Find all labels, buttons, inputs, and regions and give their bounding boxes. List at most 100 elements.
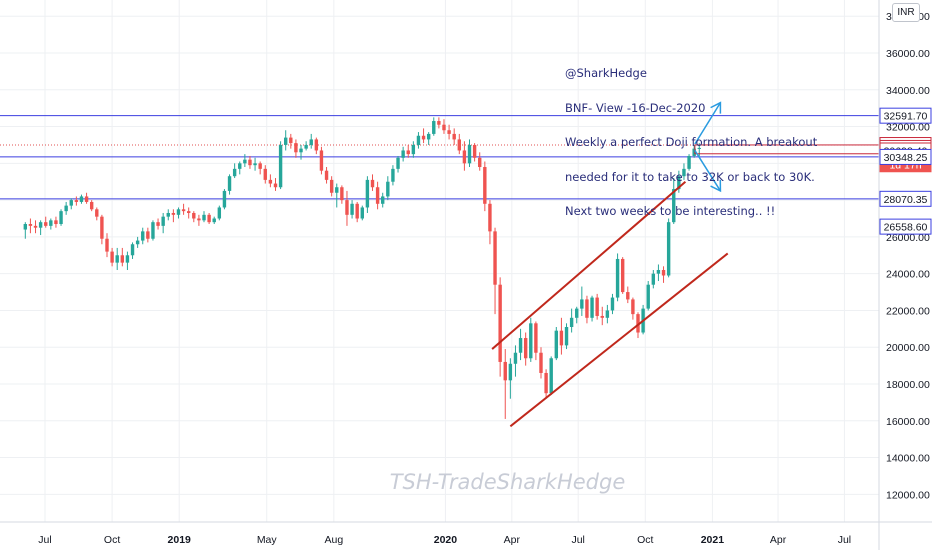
candle-body <box>202 214 206 221</box>
candle-body <box>559 330 564 346</box>
candle-body <box>192 212 196 219</box>
price-label-box <box>879 190 932 207</box>
price-labels: 32591.7030995.2030836.5530698.401d 17h30… <box>879 107 932 235</box>
price-label-box <box>879 148 932 165</box>
candle-body <box>518 338 523 353</box>
annotation-line: @SharkHedge <box>565 66 647 80</box>
x-tick-label: 2020 <box>434 534 458 546</box>
candle-body <box>355 203 359 219</box>
candle-body <box>513 352 518 364</box>
candle-body <box>253 163 257 166</box>
channel-trend-line <box>509 252 729 428</box>
candle-body <box>135 240 140 245</box>
candle-body <box>197 218 201 221</box>
candle-body <box>575 308 579 318</box>
candle-body <box>49 220 53 226</box>
candle-body <box>569 317 574 327</box>
candle-body <box>115 255 119 263</box>
candle-body <box>488 203 492 232</box>
candle-body <box>212 218 216 223</box>
candle-body <box>467 144 472 164</box>
candle-body <box>268 179 273 184</box>
candle-body <box>273 183 278 188</box>
currency-badge[interactable]: INR <box>892 3 920 22</box>
candle-body <box>289 137 293 144</box>
candle-body <box>309 139 313 145</box>
candle-body <box>672 189 676 223</box>
candle-body <box>89 201 94 210</box>
candle-body <box>595 297 599 316</box>
x-tick-label: Jul <box>38 534 51 546</box>
candle-body <box>457 139 461 151</box>
y-tick-label: 22000.00 <box>886 305 930 317</box>
x-tick-label: Jul <box>838 534 851 546</box>
candle-body <box>636 314 640 333</box>
candle-body <box>416 135 421 145</box>
candle-body <box>105 238 109 252</box>
candle-body <box>33 225 38 228</box>
candle-body <box>222 190 227 208</box>
candle-body <box>248 159 252 166</box>
candle-body <box>677 176 681 190</box>
candle-body <box>437 121 441 125</box>
candle-body <box>156 222 160 226</box>
candle-body <box>141 231 145 241</box>
candle-body <box>432 121 436 134</box>
candle-body <box>544 372 548 394</box>
candle-body <box>375 187 380 204</box>
candle-body <box>181 209 186 212</box>
candle-body <box>447 130 451 134</box>
price-axis-background <box>879 0 932 550</box>
candle-body <box>100 216 104 239</box>
candle-body <box>661 269 666 276</box>
candle-body <box>360 207 364 219</box>
annotation-line: BNF- View -16-Dec-2020 <box>565 100 706 115</box>
candle-body <box>74 200 79 202</box>
y-tick-label: 24000.00 <box>886 269 930 281</box>
annotation-line: Weekly a perfect Doji formation. A break… <box>565 135 818 149</box>
candle-body <box>381 196 385 204</box>
candle-body <box>232 168 237 177</box>
x-tick-label: Oct <box>637 534 653 546</box>
candle-body <box>335 187 339 193</box>
arrow-shaft <box>694 150 722 192</box>
candle-body <box>564 326 569 346</box>
x-tick-label: 2019 <box>168 534 192 546</box>
candle-body <box>386 181 390 197</box>
candle-body <box>426 133 431 140</box>
candle-body <box>620 258 625 293</box>
y-tick-label: 20000.00 <box>886 342 930 354</box>
x-tick-label: Oct <box>104 534 120 546</box>
candle-body <box>605 310 610 318</box>
candle-body <box>146 231 150 239</box>
y-tick-label: 36000.00 <box>886 48 930 60</box>
candle-body <box>391 168 395 182</box>
x-tick-label: Apr <box>770 534 787 546</box>
y-tick-label: 32000.00 <box>886 122 930 134</box>
candle-body <box>64 205 68 212</box>
candle-body <box>523 338 528 359</box>
candle-body <box>329 179 334 193</box>
candle-body <box>258 163 262 169</box>
candle-body <box>600 315 604 318</box>
candle-body <box>207 214 211 223</box>
candle-body <box>421 135 426 140</box>
candle-body <box>171 212 176 215</box>
y-tick-label: 12000.00 <box>886 489 930 501</box>
candle-body <box>38 222 43 228</box>
candle-body <box>238 163 242 169</box>
arrow-head <box>710 101 722 114</box>
y-tick-label: 26000.00 <box>886 232 930 244</box>
annotation-line: needed for it to take to 32K or back to … <box>565 169 815 184</box>
arrow-head <box>710 179 722 193</box>
candle-body <box>585 299 589 318</box>
candle-body <box>79 196 84 202</box>
candle-body <box>539 352 543 373</box>
candle-body <box>161 216 165 226</box>
drawings <box>491 101 880 428</box>
candle-body <box>125 255 130 263</box>
candle-body <box>554 330 559 359</box>
candle-body <box>120 255 125 263</box>
